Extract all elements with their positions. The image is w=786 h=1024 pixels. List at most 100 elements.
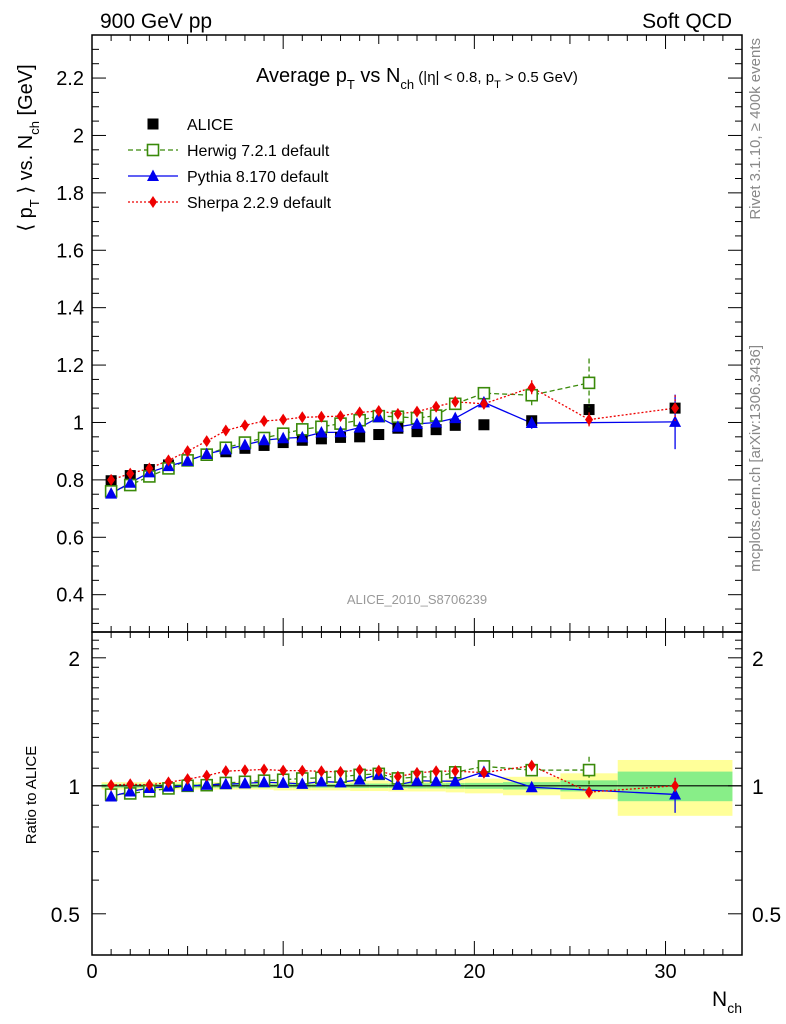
- header-left: 900 GeV pp: [100, 10, 212, 33]
- header-right: Soft QCD: [642, 10, 732, 33]
- y-tick-label: 1: [73, 412, 84, 434]
- legend-marker-herwig: [146, 143, 160, 157]
- pythia-point: [124, 476, 137, 488]
- axis-ticks: 0 10 20 30 0.4 0.6 0.8 1 1.2 1.4 1.6 1.8 2 2.2 0.5 0.5 1…: [51, 35, 781, 983]
- ylabel-a: ⟨ p: [15, 207, 37, 231]
- pythia-point: [238, 438, 251, 450]
- legend-label-herwig: Herwig 7.2.1 default: [187, 143, 330, 160]
- pythia-point: [669, 415, 682, 427]
- ratio-tick-label-right: 2: [752, 648, 764, 671]
- x-tick-label: 10: [272, 961, 294, 983]
- legend-marker-alice: [147, 118, 159, 130]
- series-markers: [104, 358, 682, 499]
- title-sub1: T: [347, 77, 355, 92]
- sherpa-ratio-point: [432, 765, 441, 778]
- sherpa-point: [126, 467, 135, 480]
- ratio-tick-label-right: 0.5: [752, 904, 781, 927]
- sherpa-ratio-point: [260, 763, 269, 776]
- y-tick-label: 0.8: [56, 470, 84, 492]
- ratio-series-markers: [104, 756, 682, 813]
- xlabel-sub: ch: [727, 1000, 742, 1016]
- sherpa-ratio-point: [221, 765, 230, 778]
- pythia-point: [411, 417, 423, 429]
- pythia-ratio-point: [430, 774, 443, 787]
- sherpa-point: [260, 415, 269, 428]
- sherpa-point: [671, 402, 680, 415]
- sherpa-point: [279, 413, 288, 426]
- y-tick-label: 1.4: [56, 298, 84, 320]
- pythia-ratio-point: [449, 774, 462, 787]
- ylabel-sub1: T: [27, 199, 42, 207]
- x-tick-label: 0: [86, 961, 97, 983]
- pythia-point: [105, 487, 118, 499]
- y-tick-label: 1.2: [56, 355, 84, 377]
- pythia-ratio-point: [258, 775, 271, 788]
- ylabel-sub2: ch: [27, 121, 42, 135]
- herwig-point: [582, 376, 596, 390]
- alice-point: [478, 419, 490, 431]
- sherpa-point: [336, 410, 345, 423]
- y-tick-label: 2: [73, 125, 84, 147]
- sherpa-point: [451, 395, 460, 408]
- series-lines: [110, 382, 676, 495]
- legend-label-pythia: Pythia 8.170 default: [187, 169, 329, 186]
- sherpa-point: [527, 381, 536, 394]
- sherpa-ratio-line: [111, 764, 676, 793]
- sherpa-ratio-point: [183, 773, 192, 786]
- y-tick-label: 0.4: [56, 585, 84, 607]
- sherpa-point: [107, 473, 116, 486]
- alice-point: [258, 439, 270, 451]
- sherpa-ratio-point: [107, 779, 116, 792]
- pythia-point: [430, 415, 443, 428]
- sherpa-ratio-point: [336, 765, 345, 778]
- sherpa-point: [355, 406, 364, 419]
- sherpa-point: [202, 435, 211, 448]
- alice-point: [315, 433, 327, 445]
- legend: ALICE Herwig 7.2.1 default Pythia 8.170 de…: [128, 117, 332, 212]
- ylabel-b: ⟩ vs. N: [15, 135, 37, 199]
- ratio-series-lines: [110, 764, 676, 798]
- sherpa-ratio-point: [671, 779, 680, 792]
- y-tick-label: 1.8: [56, 183, 84, 205]
- sherpa-point: [413, 405, 421, 418]
- herwig-line: [110, 382, 590, 492]
- alice-point: [335, 431, 347, 443]
- pythia-ratio-point: [238, 776, 251, 789]
- ratio-tick-label-left: 0.5: [51, 904, 80, 927]
- title-main: Average p: [256, 65, 347, 87]
- legend-marker-pythia: [147, 169, 159, 181]
- y-tick-label: 0.6: [56, 527, 84, 549]
- pythia-point: [449, 411, 462, 424]
- pythia-point: [200, 447, 213, 460]
- sherpa-point: [164, 454, 173, 467]
- sherpa-ratio-point: [164, 776, 173, 789]
- sherpa-point: [145, 462, 154, 475]
- ylabel-c: [GeV]: [15, 64, 37, 121]
- xlabel-main: N: [712, 988, 727, 1011]
- chart-title: Average pT vs Nch (|η| < 0.8, pT > 0.5 G…: [256, 65, 578, 92]
- pythia-ratio-point: [411, 774, 423, 786]
- sherpa-ratio-point: [374, 764, 383, 777]
- sherpa-point: [317, 410, 326, 423]
- pythia-point: [334, 425, 347, 438]
- pythia-point: [219, 442, 232, 455]
- alice-point: [430, 424, 442, 436]
- x-tick-label: 30: [654, 961, 676, 983]
- pythia-ratio-point: [334, 775, 347, 788]
- y-tick-label: 1.6: [56, 240, 84, 262]
- pythia-point: [296, 430, 309, 443]
- sherpa-ratio-point: [451, 765, 460, 778]
- pythia-point: [391, 420, 404, 432]
- pythia-line: [110, 401, 676, 495]
- pythia-point: [353, 421, 366, 433]
- mcplots-label: mcplots.cern.ch [arXiv:1306.3436]: [747, 345, 764, 572]
- sherpa-ratio-point: [126, 778, 135, 791]
- sherpa-ratio-point: [298, 764, 307, 777]
- rivet-label: Rivet 3.1.10, ≥ 400k events: [747, 38, 764, 220]
- herwig-ratio-line: [111, 765, 590, 796]
- sherpa-ratio-point: [202, 769, 211, 782]
- legend-label-sherpa: Sherpa 2.2.9 default: [187, 195, 332, 212]
- herwig-ratio-point: [582, 763, 596, 777]
- title-cond-sub: T: [494, 79, 501, 91]
